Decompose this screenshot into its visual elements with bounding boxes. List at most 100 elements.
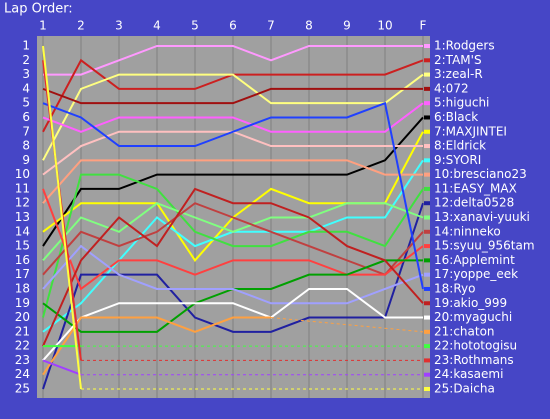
legend-swatch xyxy=(424,244,430,249)
y-tick-label: 1 xyxy=(22,39,30,53)
legend-swatch xyxy=(424,44,430,48)
series-line xyxy=(42,287,423,362)
legend-label: 18:Ryo xyxy=(434,281,475,295)
legend-swatch xyxy=(424,372,430,377)
legend-swatch xyxy=(424,387,430,391)
series-line xyxy=(42,159,423,204)
legend-swatch xyxy=(424,358,430,363)
y-tick-label: 14 xyxy=(15,224,30,238)
legend-label: 14:ninneko xyxy=(434,224,501,238)
series-line xyxy=(42,173,424,318)
x-tick-label: 3 xyxy=(115,19,123,33)
series-line xyxy=(42,188,424,291)
legend-swatch xyxy=(424,58,430,63)
legend-label: 19:akio_999 xyxy=(434,296,507,310)
legend-swatch xyxy=(424,344,430,349)
legend-swatch xyxy=(424,115,430,120)
series-line xyxy=(43,45,423,76)
series-line xyxy=(42,202,424,390)
x-tick-label: 6 xyxy=(229,19,237,33)
legend-swatch xyxy=(424,215,430,220)
legend-swatch xyxy=(424,258,430,263)
series-line xyxy=(42,187,424,347)
y-tick-label: 5 xyxy=(22,96,30,110)
legend-label: 17:yoppe_eek xyxy=(434,267,518,281)
series-line xyxy=(42,101,424,290)
series-line xyxy=(42,102,424,133)
x-tick-label: 2 xyxy=(77,19,85,33)
series-line xyxy=(42,316,271,376)
legend-swatch xyxy=(424,272,430,277)
y-tick-label: 17 xyxy=(15,267,30,281)
y-tick-label: 23 xyxy=(15,353,30,367)
legend-swatch xyxy=(424,286,430,291)
legend-label: 9:SYORI xyxy=(434,153,481,167)
y-tick-label: 13 xyxy=(15,210,30,224)
legend-label: 2:TAM'S xyxy=(434,53,482,67)
y-tick-label: 8 xyxy=(22,139,30,153)
chart-title: Lap Order: xyxy=(4,2,73,17)
legend-label: 13:xanavi-yuuki xyxy=(434,210,530,224)
legend-label: 21:chaton xyxy=(434,324,495,338)
legend-label: 8:Eldrick xyxy=(434,139,486,153)
legend-swatch xyxy=(424,101,430,106)
legend-swatch xyxy=(424,229,430,234)
x-tick-label: F xyxy=(420,19,427,33)
legend-label: 7:MAXJINTEI xyxy=(434,124,507,138)
legend-swatch xyxy=(424,329,430,334)
x-tick-label: 9 xyxy=(343,19,351,33)
y-tick-label: 2 xyxy=(22,53,30,67)
y-tick-label: 6 xyxy=(22,110,30,124)
legend-label: 10:bresciano23 xyxy=(434,167,527,181)
legend-swatch xyxy=(424,315,430,320)
legend-label: 16:Applemint xyxy=(434,253,515,267)
legend-label: 6:Black xyxy=(434,110,478,124)
x-tick-label: 4 xyxy=(153,19,161,33)
y-tick-label: 16 xyxy=(15,253,30,267)
series-line xyxy=(42,87,423,105)
legend-swatch xyxy=(424,201,430,206)
y-tick-label: 3 xyxy=(22,67,30,81)
legend-swatch xyxy=(424,158,430,163)
legend-swatch xyxy=(424,172,430,177)
series-line xyxy=(42,116,424,247)
legend-swatch xyxy=(424,301,430,306)
series-line xyxy=(42,73,424,161)
legend-swatch xyxy=(424,72,430,77)
legend-label: 1:Rodgers xyxy=(434,39,495,53)
legend-swatch xyxy=(424,129,430,134)
x-tick-label: 7 xyxy=(267,19,275,33)
x-tick-label: 10 xyxy=(377,19,392,33)
legend-label: 12:delta0528 xyxy=(434,196,514,210)
legend-label: 11:EASY_MAX xyxy=(434,181,517,195)
y-tick-label: 10 xyxy=(15,167,30,181)
legend-label: 3:zeal-R xyxy=(434,67,483,81)
legend-label: 24:kasaemi xyxy=(434,367,503,381)
series-line xyxy=(42,45,82,390)
y-tick-label: 7 xyxy=(22,124,30,138)
legend-label: 5:higuchi xyxy=(434,96,489,110)
legend-label: 22:hototogisu xyxy=(434,339,517,353)
y-tick-label: 21 xyxy=(15,324,30,338)
series-line xyxy=(42,359,82,376)
y-tick-label: 11 xyxy=(15,181,30,195)
y-tick-label: 25 xyxy=(15,382,30,396)
y-tick-label: 12 xyxy=(15,196,30,210)
y-tick-label: 20 xyxy=(15,310,30,324)
y-tick-label: 24 xyxy=(15,367,30,381)
legend-swatch xyxy=(424,186,430,191)
x-tick-label: 5 xyxy=(191,19,199,33)
series-line xyxy=(42,202,424,276)
y-tick-label: 15 xyxy=(15,239,30,253)
y-tick-label: 4 xyxy=(22,81,30,95)
x-tick-label: 1 xyxy=(39,19,47,33)
y-tick-label: 19 xyxy=(15,296,30,310)
y-tick-label: 18 xyxy=(15,281,30,295)
legend-swatch xyxy=(424,86,430,91)
x-tick-label: 8 xyxy=(305,19,313,33)
y-tick-label: 9 xyxy=(22,153,30,167)
series-line xyxy=(42,202,424,262)
retired-connector xyxy=(270,317,424,333)
legend-label: 23:Rothmans xyxy=(434,353,514,367)
